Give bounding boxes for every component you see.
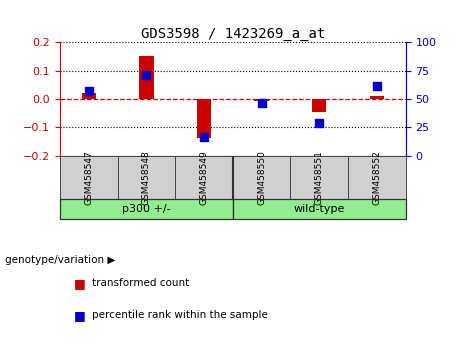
Bar: [197, 99, 211, 138]
Bar: [60, 156, 118, 199]
Text: GSM458552: GSM458552: [372, 150, 381, 205]
Text: GSM458547: GSM458547: [84, 150, 93, 205]
Bar: [175, 156, 233, 199]
Bar: [233, 156, 290, 199]
Point: [200, 134, 207, 139]
Bar: [254, 99, 269, 101]
Bar: [139, 56, 154, 99]
Bar: [312, 99, 326, 112]
Text: GSM458549: GSM458549: [200, 150, 208, 205]
Text: ■: ■: [74, 277, 85, 290]
Text: p300 +/-: p300 +/-: [122, 204, 171, 214]
Text: GSM458550: GSM458550: [257, 150, 266, 205]
Point: [373, 83, 381, 88]
Text: GSM458551: GSM458551: [315, 150, 324, 205]
Bar: [233, 199, 406, 219]
Title: GDS3598 / 1423269_a_at: GDS3598 / 1423269_a_at: [141, 28, 325, 41]
Point: [85, 88, 92, 94]
Bar: [348, 156, 406, 199]
Text: wild-type: wild-type: [294, 204, 345, 214]
Point: [142, 73, 150, 78]
Point: [258, 100, 266, 105]
Bar: [290, 156, 348, 199]
Text: ■: ■: [74, 309, 85, 321]
Bar: [60, 199, 233, 219]
Bar: [82, 93, 96, 99]
Text: transformed count: transformed count: [92, 278, 189, 288]
Bar: [370, 96, 384, 99]
Point: [315, 120, 323, 126]
Bar: [118, 156, 175, 199]
Text: GSM458548: GSM458548: [142, 150, 151, 205]
Text: genotype/variation ▶: genotype/variation ▶: [5, 255, 115, 265]
Text: percentile rank within the sample: percentile rank within the sample: [92, 310, 268, 320]
